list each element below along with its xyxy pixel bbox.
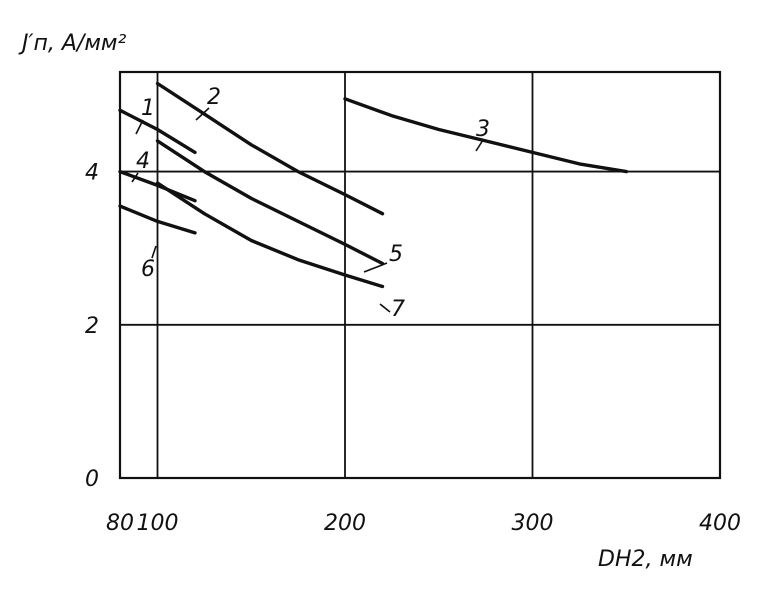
- grid: [118, 70, 722, 480]
- tick-labels: 80 100 200 300 400 0 2 4: [85, 161, 741, 536]
- series-line-6: [118, 204, 197, 235]
- series-line-1: [118, 108, 197, 155]
- x-tick-label: 80: [106, 511, 134, 536]
- x-tick-label: 100: [137, 511, 179, 536]
- x-axis-label: DН2, мм: [598, 547, 693, 572]
- curve-label-6: 6: [141, 257, 155, 282]
- curve-label-3: 3: [476, 117, 490, 142]
- series-line-2: [155, 81, 385, 216]
- curve-label-1: 1: [141, 96, 155, 121]
- x-tick-label: 400: [699, 511, 741, 536]
- curve-leader-2: [195, 107, 210, 121]
- curve-leader-5: [363, 262, 388, 273]
- curve-label-5: 5: [389, 242, 403, 267]
- series-line-5: [155, 139, 385, 266]
- series-line-3: [343, 97, 628, 174]
- x-tick-label: 200: [324, 511, 366, 536]
- curve-label-7: 7: [391, 297, 405, 322]
- curves: [118, 81, 628, 289]
- y-axis-label: J′п, А/мм²: [18, 31, 127, 56]
- curve-label-4: 4: [136, 149, 150, 174]
- x-tick-label: 300: [512, 511, 554, 536]
- curve-leader-7: [379, 303, 391, 313]
- curve-label-2: 2: [207, 85, 221, 110]
- curve-labels: 1 2 3 4 5 6 7: [131, 85, 490, 322]
- curve-leader-4: [131, 172, 139, 183]
- series-line-4: [118, 169, 197, 203]
- curve-leader-3: [475, 139, 484, 152]
- y-tick-label: 2: [85, 314, 99, 339]
- series-line-7: [155, 181, 385, 289]
- plot-frame: [118, 70, 722, 480]
- y-tick-label: 0: [85, 467, 99, 492]
- curve-leader-1: [135, 119, 144, 135]
- y-tick-label: 4: [85, 161, 99, 186]
- curve-leader-6: [151, 245, 157, 259]
